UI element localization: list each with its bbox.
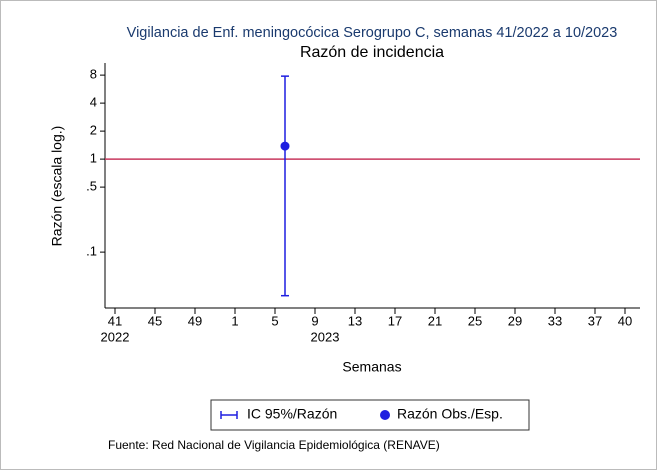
x-tick-label: 21	[428, 313, 442, 328]
x-tick-label: 41	[108, 313, 122, 328]
year-label: 2022	[101, 329, 130, 344]
y-tick-label: 8	[90, 67, 97, 82]
x-tick-label: 5	[271, 313, 278, 328]
legend-box	[210, 399, 530, 431]
y-tick-label: .5	[86, 179, 97, 194]
chart-subtitle: Razón de incidencia	[300, 44, 444, 61]
legend-symbol	[380, 410, 390, 420]
x-axis-title: Semanas	[342, 359, 401, 375]
x-tick-label: 40	[618, 313, 632, 328]
legend-label: IC 95%/Razón	[247, 406, 337, 422]
x-tick-label: 1	[231, 313, 238, 328]
y-tick-label: 1	[90, 151, 97, 166]
y-tick-label: 4	[90, 95, 97, 110]
source-note: Fuente: Red Nacional de Vigilancia Epide…	[108, 438, 440, 452]
legend-label: Razón Obs./Esp.	[397, 406, 503, 422]
x-tick-label: 13	[348, 313, 362, 328]
point	[280, 141, 290, 151]
x-tick-label: 37	[588, 313, 602, 328]
x-tick-label: 45	[148, 313, 162, 328]
x-tick-label: 25	[468, 313, 482, 328]
x-tick-label: 29	[508, 313, 522, 328]
year-label: 2023	[311, 329, 340, 344]
error-bar	[281, 75, 289, 297]
x-tick-label: 49	[188, 313, 202, 328]
y-tick-label: .1	[86, 244, 97, 259]
x-tick-label: 33	[548, 313, 562, 328]
y-tick-label: 2	[90, 123, 97, 138]
chart-title: Vigilancia de Enf. meningocócica Serogru…	[127, 25, 618, 41]
x-tick-label: 17	[388, 313, 402, 328]
x-tick-label: 9	[311, 313, 318, 328]
y-axis-title: Razón (escala log.)	[49, 126, 65, 247]
